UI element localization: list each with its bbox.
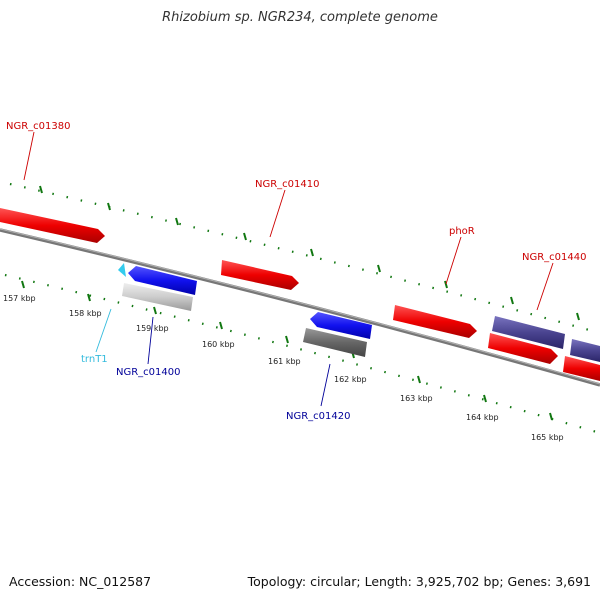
gene-label[interactable]: trnT1 xyxy=(81,354,108,365)
forward-features xyxy=(0,208,600,381)
outer-ruler xyxy=(9,182,600,335)
gene-arrow-red-edge[interactable] xyxy=(563,356,600,381)
reverse-features xyxy=(118,263,372,357)
scale-label: 164 kbp xyxy=(466,413,499,422)
scale-label: 158 kbp xyxy=(69,309,102,318)
gene-box-dark-grey[interactable] xyxy=(303,328,367,357)
scale-label: 162 kbp xyxy=(334,375,367,384)
genome-summary-text: Topology: circular; Length: 3,925,702 bp… xyxy=(247,574,591,589)
gene-label[interactable]: NGR_c01410 xyxy=(255,179,320,190)
gene-box-purple-1[interactable] xyxy=(492,316,565,349)
leader-lines xyxy=(23,131,554,407)
inner-ruler xyxy=(4,273,600,435)
scale-label: 163 kbp xyxy=(400,394,433,403)
gene-label[interactable]: NGR_c01380 xyxy=(6,121,71,132)
gene-box-purple-2[interactable] xyxy=(570,339,600,362)
gene-label[interactable]: NGR_c01440 xyxy=(522,252,587,263)
rna-arrow-trnT1[interactable] xyxy=(118,263,126,277)
gene-labels: NGR_c01380 NGR_c01410 phoR NGR_c01440 tr… xyxy=(6,121,587,422)
gene-arrow-NGR_c01440[interactable] xyxy=(488,333,558,364)
gene-label[interactable]: NGR_c01420 xyxy=(286,411,351,422)
page-title: Rhizobium sp. NGR234, complete genome xyxy=(162,10,438,25)
scale-label: 165 kbp xyxy=(531,433,564,442)
gene-arrow-phoR[interactable] xyxy=(393,305,477,338)
gene-arrow-NGR_c01380[interactable] xyxy=(0,208,105,243)
scale-label: 160 kbp xyxy=(202,340,235,349)
gene-box-grey[interactable] xyxy=(122,283,193,311)
scale-labels: 157 kbp 158 kbp 159 kbp 160 kbp 161 kbp … xyxy=(3,294,564,442)
gene-arrow-NGR_c01400[interactable] xyxy=(128,266,197,295)
gene-arrow-NGR_c01410[interactable] xyxy=(221,260,299,290)
gene-arrow-NGR_c01420[interactable] xyxy=(310,312,372,339)
scale-label: 157 kbp xyxy=(3,294,36,303)
scale-label: 159 kbp xyxy=(136,324,169,333)
gene-label[interactable]: phoR xyxy=(449,226,475,237)
accession-text: Accession: NC_012587 xyxy=(9,574,152,589)
scale-label: 161 kbp xyxy=(268,357,301,366)
gene-label[interactable]: NGR_c01400 xyxy=(116,367,181,378)
genome-backbone xyxy=(0,228,600,387)
